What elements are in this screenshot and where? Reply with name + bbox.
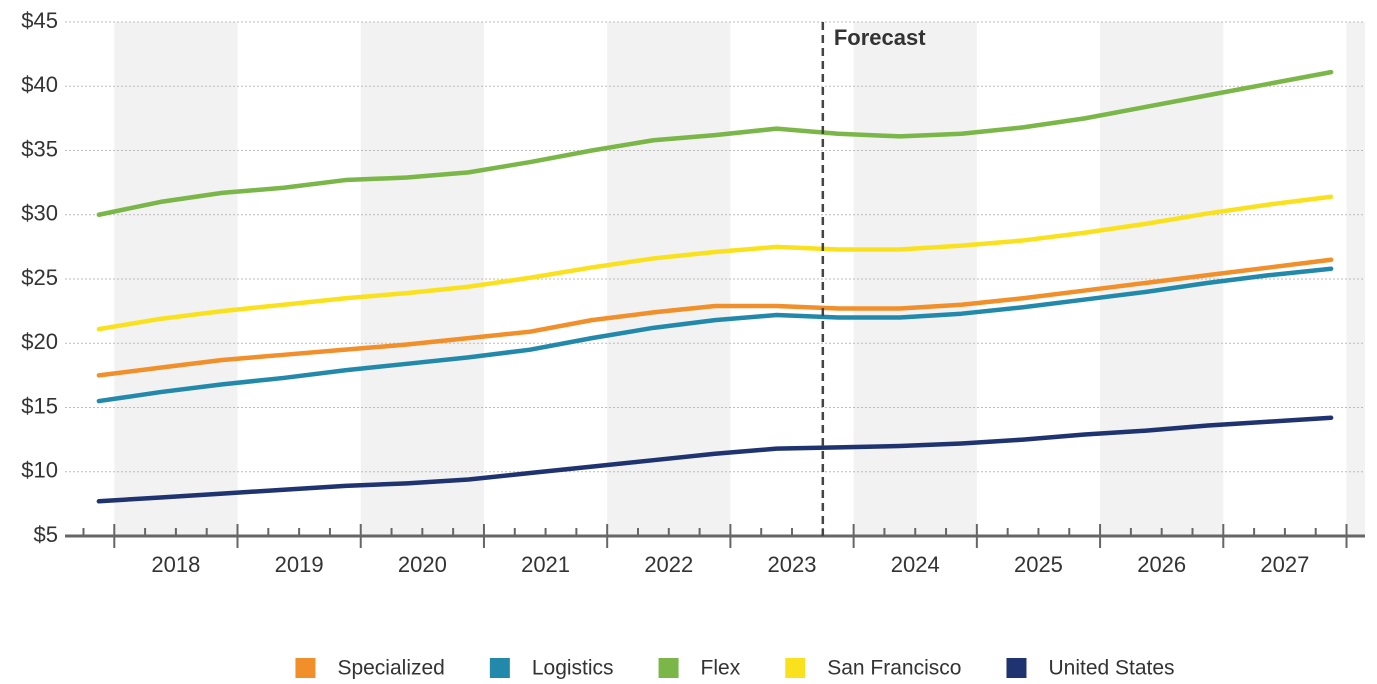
legend: Specialized Logistics Flex San Francisco Uni…: [295, 657, 1175, 680]
x-tick-label: 2025: [1014, 552, 1063, 577]
y-tick-label: $40: [21, 72, 58, 97]
year-band: [1346, 22, 1365, 536]
legend-swatch: [1006, 658, 1027, 678]
grid: [65, 21, 1365, 537]
legend-label: United States: [1048, 657, 1174, 680]
x-tick-label: 2026: [1137, 552, 1186, 577]
series-line: [96, 415, 1334, 504]
axes: $5 $10 $15 $20 $25 $30 $35 $40 $45 2018 2019 2020 20…: [21, 8, 1365, 577]
x-tick-label: 2018: [151, 552, 200, 577]
series-line: [96, 257, 1334, 378]
legend-swatch: [489, 658, 510, 678]
series-line: [96, 266, 1334, 404]
legend-swatch: [785, 658, 806, 678]
x-tick-label: 2024: [891, 552, 940, 577]
series-line: [96, 194, 1334, 332]
y-tick-label: $15: [21, 393, 58, 418]
y-tick-label: $45: [21, 8, 58, 33]
y-tick-label: $30: [21, 201, 58, 226]
y-tick-label: $35: [21, 136, 58, 161]
x-tick-label: 2019: [275, 552, 324, 577]
series-line: [96, 69, 1334, 217]
y-tick-label: $5: [34, 522, 58, 547]
x-tick-label: 2020: [398, 552, 447, 577]
legend-label: Logistics: [532, 657, 614, 680]
x-tick-label: 2027: [1260, 552, 1309, 577]
legend-label: San Francisco: [827, 657, 961, 680]
x-tick-label: 2021: [521, 552, 570, 577]
y-tick-label: $25: [21, 265, 58, 290]
legend-swatch: [658, 658, 679, 678]
legend-label: Flex: [701, 657, 741, 680]
year-band: [114, 22, 238, 536]
y-tick-label: $20: [21, 329, 58, 354]
legend-label: Specialized: [337, 657, 444, 680]
y-tick-label: $10: [21, 458, 58, 483]
x-tick-label: 2022: [644, 552, 693, 577]
x-tick-label: 2023: [768, 552, 817, 577]
legend-swatch: [295, 658, 316, 678]
lines: [96, 69, 1334, 504]
forecast-label: Forecast: [834, 25, 926, 50]
